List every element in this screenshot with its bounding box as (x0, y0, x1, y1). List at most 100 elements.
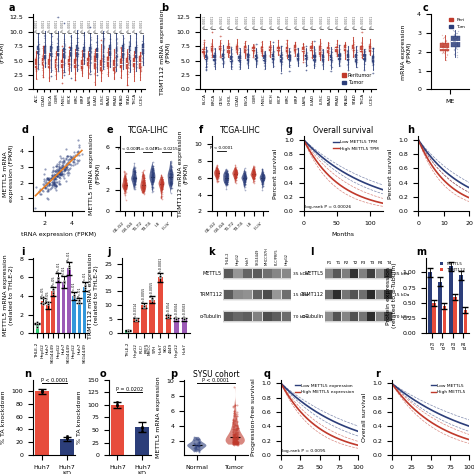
Point (137, 48, 145, 56)
Point (78, 67, 86, 74)
Point (294, 49, 302, 57)
Point (93, 53, 100, 60)
Point (167, 171, 175, 178)
Point (91, 50, 98, 57)
Point (325, 43, 332, 50)
Point (240, 173, 248, 181)
Point (98, 55, 106, 63)
Point (237, 60, 244, 68)
Point (219, 53, 226, 60)
Point (232, 436, 240, 443)
Bar (453, 297, 457, 333)
Point (222, 173, 230, 180)
Point (71, 56, 79, 64)
Point (228, 60, 235, 67)
Point (336, 51, 344, 59)
Point (140, 174, 147, 182)
Point (60, 61, 68, 69)
Point (310, 50, 318, 58)
Point (38, 59, 46, 67)
Point (80, 46, 87, 54)
Point (208, 28, 216, 36)
Point (57, 171, 65, 179)
Point (229, 438, 237, 446)
Point (240, 175, 247, 182)
Point (39, 55, 46, 63)
Point (56, 167, 64, 174)
Point (453, 45, 460, 52)
Point (58, 59, 66, 66)
Point (236, 54, 243, 61)
Point (231, 168, 239, 176)
Point (454, 33, 461, 41)
Point (122, 178, 129, 185)
Point (231, 428, 238, 436)
Point (325, 49, 332, 57)
Point (269, 55, 277, 62)
Point (124, 69, 131, 77)
Point (232, 419, 239, 426)
Point (319, 60, 327, 68)
Point (65, 60, 73, 67)
Point (332, 53, 340, 60)
Point (139, 44, 146, 51)
Point (327, 55, 334, 63)
Point (159, 177, 166, 184)
Point (40, 43, 48, 50)
Point (223, 176, 230, 183)
Point (261, 55, 269, 63)
Point (236, 50, 244, 58)
Point (158, 184, 166, 191)
Point (32, 52, 40, 59)
Point (220, 59, 228, 66)
Point (59, 68, 66, 75)
Point (87, 67, 94, 74)
Point (139, 187, 147, 195)
Point (39, 57, 47, 64)
Point (240, 177, 248, 185)
Point (291, 49, 298, 56)
Point (203, 46, 210, 54)
Point (291, 38, 299, 46)
Point (274, 42, 282, 50)
Point (61, 37, 68, 45)
Point (328, 49, 336, 56)
Point (216, 42, 224, 50)
Point (232, 173, 240, 181)
Point (59, 162, 67, 169)
Point (36, 190, 44, 198)
Point (203, 55, 210, 63)
Point (41, 52, 48, 59)
Point (241, 175, 249, 183)
Point (122, 169, 129, 177)
Point (124, 64, 132, 72)
Point (132, 46, 140, 54)
Point (41, 47, 48, 55)
Point (223, 172, 231, 179)
Point (232, 170, 240, 177)
Point (107, 56, 114, 64)
Point (259, 176, 266, 184)
Bar (136, 428, 149, 455)
Point (55, 173, 62, 181)
Point (277, 46, 284, 54)
Point (126, 42, 134, 50)
Point (245, 48, 252, 56)
Point (244, 45, 252, 52)
Point (278, 57, 285, 65)
Bar (336, 47, 338, 52)
Point (250, 48, 257, 56)
Point (208, 53, 215, 61)
Point (67, 38, 75, 46)
Point (194, 436, 201, 444)
Point (233, 422, 240, 429)
Point (231, 174, 238, 182)
Point (443, 45, 451, 52)
Point (249, 170, 257, 178)
Point (91, 46, 99, 53)
Point (300, 39, 307, 46)
Point (39, 62, 46, 69)
Point (48, 50, 55, 57)
Text: P < 0.0001: P < 0.0001 (118, 147, 141, 151)
Point (139, 59, 147, 66)
